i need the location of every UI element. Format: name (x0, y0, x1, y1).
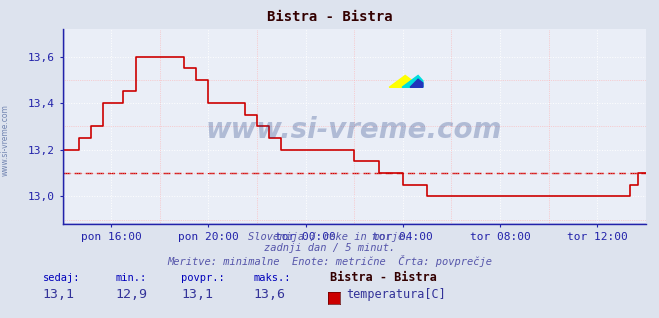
Text: povpr.:: povpr.: (181, 273, 225, 283)
Text: Meritve: minimalne  Enote: metrične  Črta: povprečje: Meritve: minimalne Enote: metrične Črta:… (167, 255, 492, 267)
Polygon shape (389, 75, 421, 87)
Polygon shape (410, 79, 423, 87)
Text: min.:: min.: (115, 273, 146, 283)
Text: 12,9: 12,9 (115, 288, 148, 301)
Text: temperatura[C]: temperatura[C] (346, 288, 445, 301)
Text: Bistra - Bistra: Bistra - Bistra (330, 272, 436, 284)
Text: 13,1: 13,1 (181, 288, 214, 301)
Text: zadnji dan / 5 minut.: zadnji dan / 5 minut. (264, 243, 395, 253)
Text: maks.:: maks.: (254, 273, 291, 283)
Text: www.si-vreme.com: www.si-vreme.com (206, 116, 502, 144)
Text: Bistra - Bistra: Bistra - Bistra (267, 10, 392, 24)
Polygon shape (402, 75, 423, 87)
Text: Slovenija / reke in morje.: Slovenija / reke in morje. (248, 232, 411, 241)
Text: www.si-vreme.com: www.si-vreme.com (1, 104, 10, 176)
Text: 13,1: 13,1 (43, 288, 75, 301)
Text: sedaj:: sedaj: (43, 273, 80, 283)
Text: 13,6: 13,6 (254, 288, 286, 301)
